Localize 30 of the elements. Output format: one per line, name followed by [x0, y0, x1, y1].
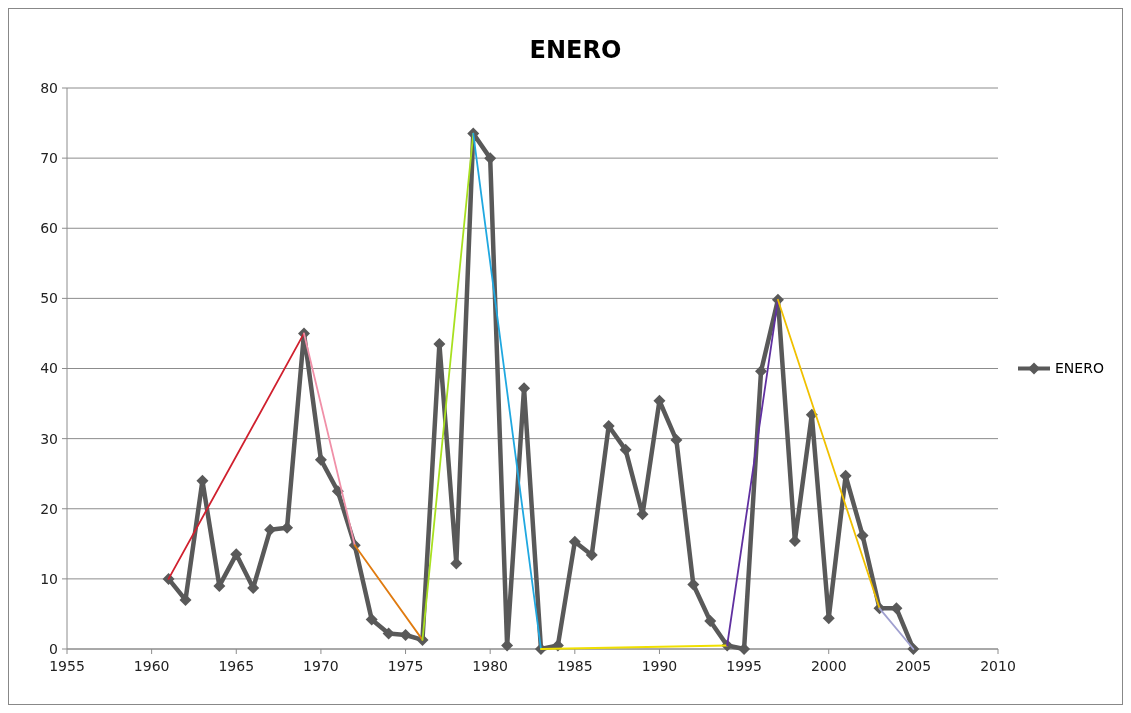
x-tick-label: 1980	[472, 658, 508, 674]
point	[856, 529, 869, 542]
y-tick-label: 30	[40, 430, 58, 447]
y-tick-label: 10	[40, 570, 58, 587]
x-tick-label: 2000	[810, 658, 847, 674]
point	[738, 643, 751, 655]
y-tick-label: 80	[40, 79, 58, 96]
x-tick-label: 1970	[303, 658, 339, 674]
point	[704, 614, 717, 627]
x-tick-label: 1985	[557, 658, 593, 674]
x-tick-label: 1975	[387, 658, 424, 674]
point	[568, 535, 581, 548]
x-tick-label: 1995	[726, 658, 762, 674]
y-tick-label: 70	[40, 150, 58, 167]
x-tick-label: 2010	[980, 658, 1016, 674]
point	[365, 613, 378, 626]
chart-title: ENERO	[529, 36, 622, 64]
point	[619, 443, 632, 456]
point	[230, 548, 243, 561]
legend-label: ENERO	[1055, 360, 1104, 377]
y-tick-label: 50	[40, 290, 58, 307]
x-tick-label: 1990	[641, 658, 678, 674]
x-tick-label: 1965	[218, 658, 255, 674]
y-tick-label: 40	[40, 360, 58, 377]
x-tick-label: 1955	[49, 658, 85, 674]
y-tick-label: 60	[40, 220, 58, 237]
y-tick-label: 0	[49, 640, 58, 657]
x-tick-label: 2005	[895, 658, 932, 674]
x-tick-label: 1960	[133, 658, 170, 674]
y-tick-label: 20	[40, 500, 58, 517]
